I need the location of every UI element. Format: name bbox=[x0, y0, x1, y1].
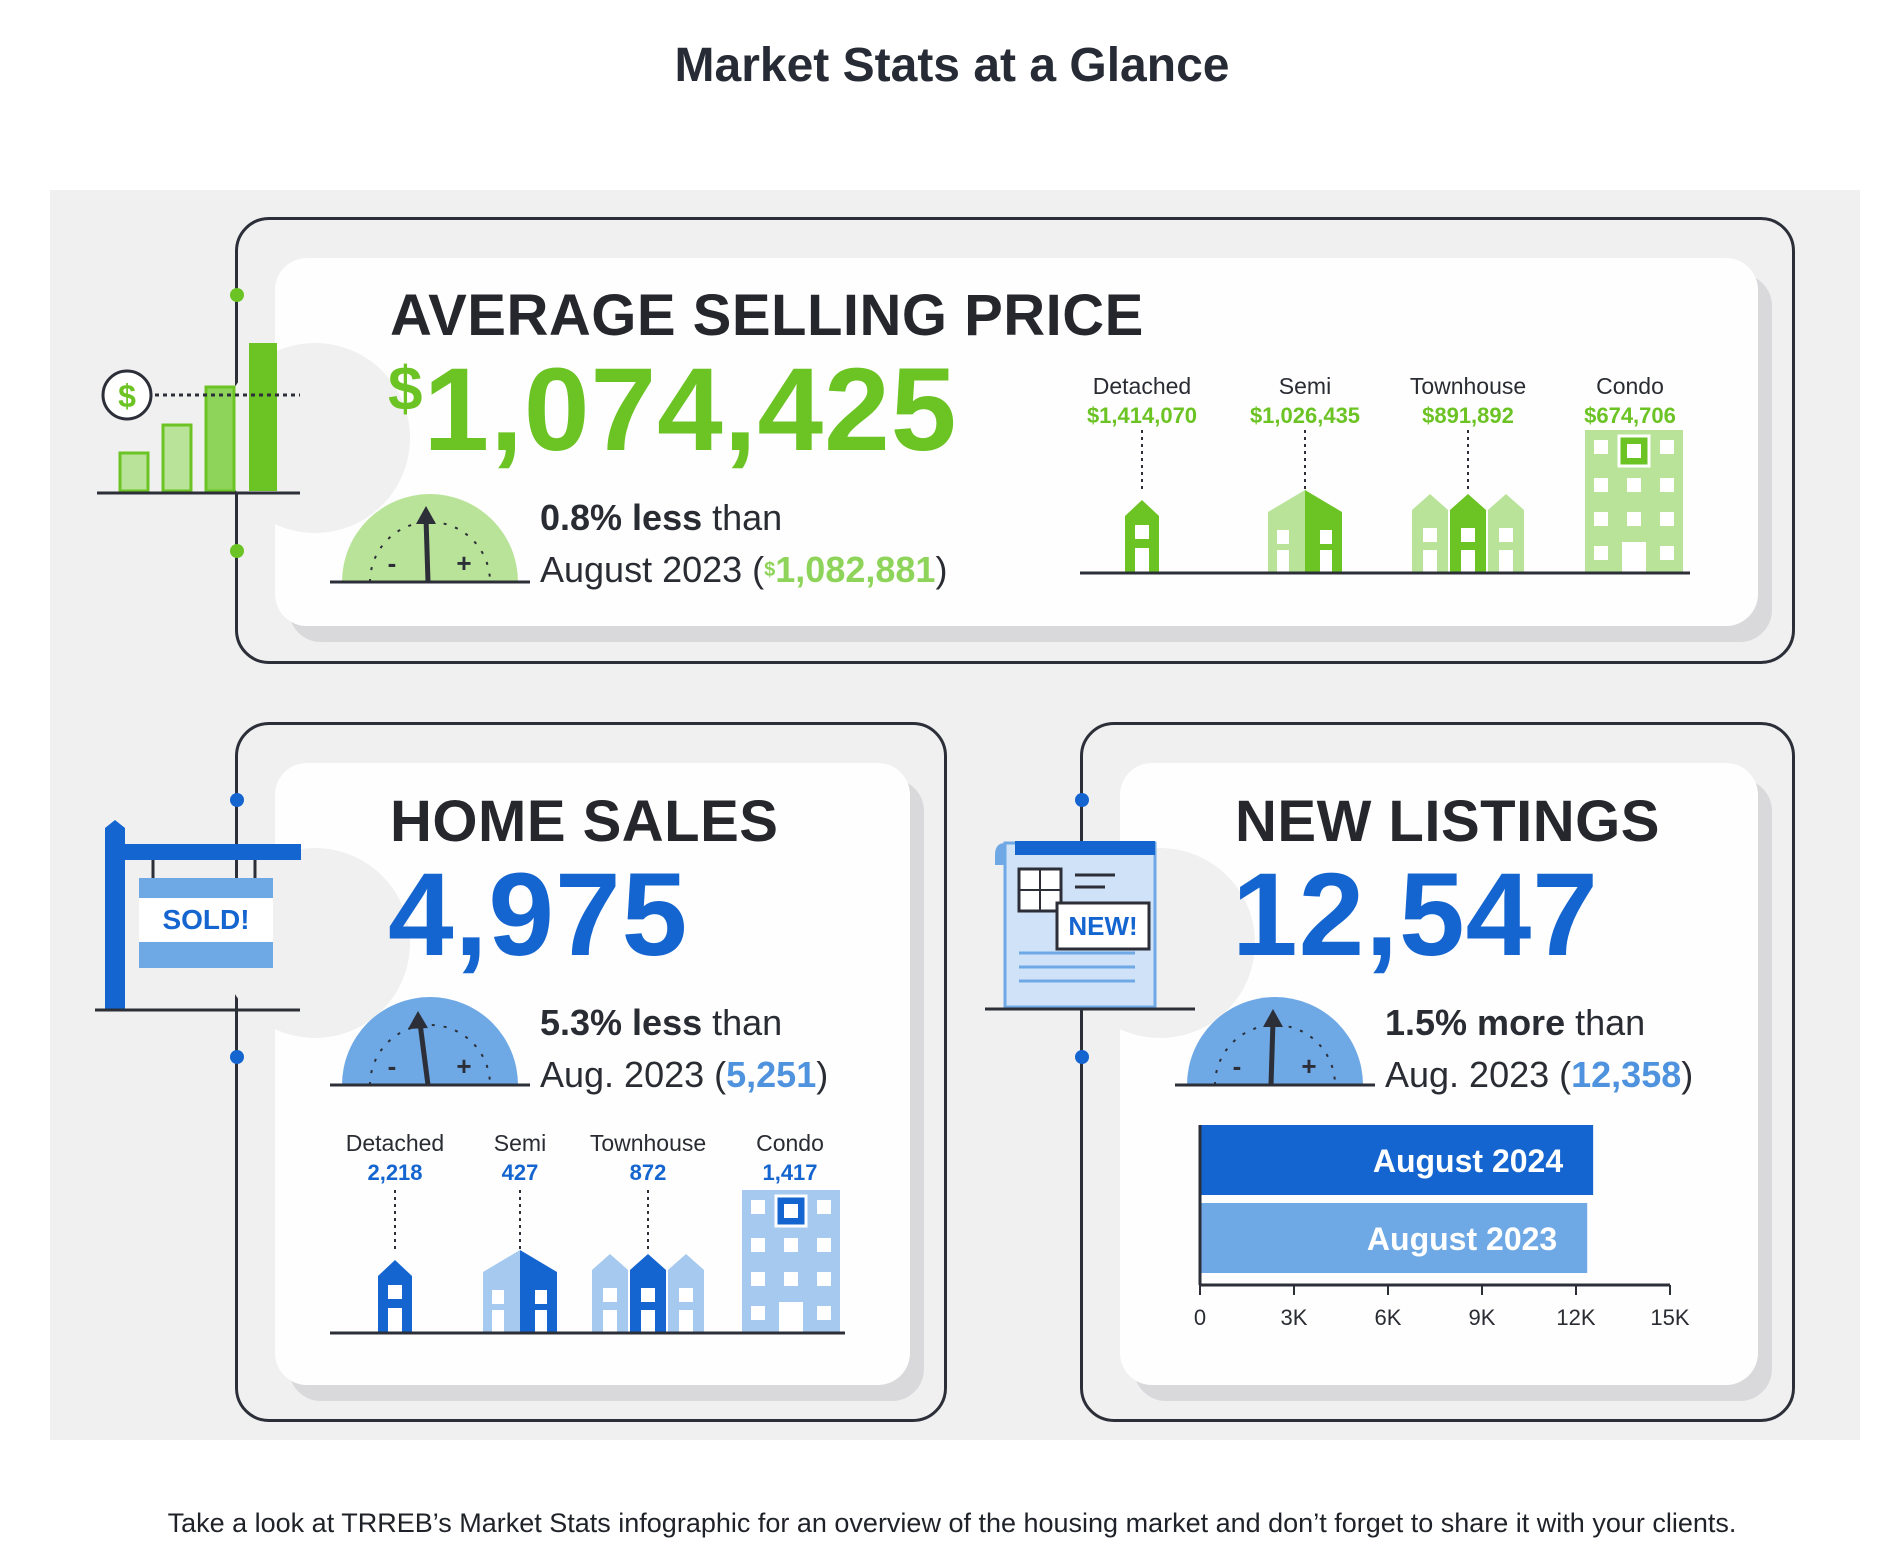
listings-change-pct: 1.5% more bbox=[1385, 1002, 1566, 1043]
semi-house-icon bbox=[1268, 490, 1342, 572]
sales-frame-dot-top bbox=[230, 793, 244, 807]
listings-prev-close: ) bbox=[1681, 1054, 1694, 1095]
svg-text:$: $ bbox=[118, 378, 136, 414]
price-gauge-icon: - + bbox=[330, 494, 530, 584]
listings-value: 12,547 bbox=[1232, 849, 1599, 981]
sales-type-label-townhouse: Townhouse bbox=[589, 1130, 707, 1156]
sold-sign-icon: SOLD! bbox=[95, 820, 301, 1012]
price-type-label-condo: Condo bbox=[1596, 373, 1664, 399]
price-prev-currency: $ bbox=[764, 559, 776, 581]
sales-detached-house-icon bbox=[378, 1260, 412, 1332]
price-type-label-semi: Semi bbox=[1278, 373, 1332, 399]
price-change-word: than bbox=[712, 497, 783, 538]
sales-type-label-condo: Condo bbox=[756, 1130, 824, 1156]
price-type-value-semi: $1,026,435 bbox=[1249, 403, 1361, 428]
sales-type-value-detached: 2,218 bbox=[367, 1160, 423, 1185]
chart-x-tick-label-4: 12K bbox=[1556, 1305, 1595, 1330]
sales-value: 4,975 bbox=[388, 849, 689, 981]
sales-type-label-semi: Semi bbox=[493, 1130, 547, 1156]
footer-text: Take a look at TRREB’s Market Stats info… bbox=[167, 1508, 1737, 1538]
listings-gauge-icon: - + bbox=[1175, 997, 1375, 1087]
new-listing-document-icon: NEW! bbox=[985, 841, 1195, 1011]
new-badge-text: NEW! bbox=[1068, 911, 1137, 941]
dollar-bar-chart-icon: $ bbox=[97, 343, 300, 495]
sales-frame-dot-bottom bbox=[230, 1050, 244, 1064]
listings-frame-dot-top bbox=[1075, 793, 1089, 807]
chart-bar-label-0: August 2024 bbox=[1373, 1143, 1563, 1179]
sales-type-value-condo: 1,417 bbox=[762, 1160, 818, 1185]
price-home-types-illustration bbox=[1080, 430, 1690, 575]
price-type-value-condo: $674,706 bbox=[1584, 403, 1676, 428]
svg-text:-: - bbox=[388, 1051, 397, 1081]
sales-home-types-illustration bbox=[330, 1190, 845, 1335]
sales-condo-building-icon bbox=[742, 1190, 840, 1332]
listings-change-word: than bbox=[1575, 1002, 1646, 1043]
sales-prev-close: ) bbox=[816, 1054, 829, 1095]
listings-comparison: 1.5% more than Aug. 2023 (12,358) bbox=[1385, 997, 1693, 1101]
price-type-label-townhouse: Townhouse bbox=[1409, 373, 1527, 399]
price-frame-dot-bottom bbox=[230, 544, 244, 558]
sales-semi-house-icon bbox=[483, 1250, 557, 1332]
sales-heading: HOME SALES bbox=[390, 789, 779, 854]
price-heading: AVERAGE SELLING PRICE bbox=[390, 283, 1144, 348]
price-value: $1,074,425 bbox=[388, 345, 957, 475]
price-gauge-plus: + bbox=[456, 548, 471, 578]
listings-frame bbox=[1080, 722, 1795, 1422]
infographic: $ AVERAGE SELLING PRICE $1,074,425 - + 0… bbox=[50, 190, 1860, 1440]
listings-prev-label: Aug. 2023 ( bbox=[1385, 1054, 1572, 1095]
sales-comparison: 5.3% less than Aug. 2023 (5,251) bbox=[540, 997, 828, 1101]
sold-sign-text: SOLD! bbox=[162, 904, 249, 935]
price-currency: $ bbox=[388, 355, 424, 424]
sales-gauge-icon: - + bbox=[330, 997, 530, 1087]
price-gauge-minus: - bbox=[388, 548, 397, 578]
svg-text:+: + bbox=[456, 1051, 471, 1081]
price-change-pct: 0.8% less bbox=[540, 497, 703, 538]
price-prev-value: 1,082,881 bbox=[775, 549, 936, 590]
svg-text:-: - bbox=[1233, 1051, 1242, 1081]
sales-townhouse-icon bbox=[592, 1254, 704, 1332]
listings-frame-dot-bottom bbox=[1075, 1050, 1089, 1064]
listings-bar-chart: August 2024 August 2023 0 3K 6K 9K 12K 15K bbox=[1194, 1125, 1690, 1330]
townhouse-icon bbox=[1412, 494, 1524, 572]
svg-text:+: + bbox=[1301, 1051, 1316, 1081]
price-prev-close: ) bbox=[935, 549, 948, 590]
chart-x-tick-label-0: 0 bbox=[1194, 1305, 1206, 1330]
condo-building-icon bbox=[1585, 430, 1683, 572]
price-type-value-townhouse: $891,892 bbox=[1422, 403, 1514, 428]
sales-type-value-townhouse: 872 bbox=[629, 1160, 667, 1185]
chart-bar-0 bbox=[1200, 1125, 1594, 1195]
detached-house-icon bbox=[1125, 500, 1159, 572]
chart-bar-1 bbox=[1200, 1203, 1588, 1273]
chart-x-tick-label-5: 15K bbox=[1650, 1305, 1689, 1330]
sales-change-word: than bbox=[712, 1002, 783, 1043]
chart-bar-label-1: August 2023 bbox=[1367, 1221, 1557, 1257]
chart-x-tick-label-1: 3K bbox=[1281, 1305, 1308, 1330]
chart-x-tick-label-3: 9K bbox=[1469, 1305, 1496, 1330]
price-comparison: 0.8% less than August 2023 ($1,082,881) bbox=[540, 492, 947, 596]
price-type-value-detached: $1,414,070 bbox=[1086, 403, 1198, 428]
listings-heading: NEW LISTINGS bbox=[1235, 789, 1660, 854]
sales-type-label-detached: Detached bbox=[345, 1130, 445, 1156]
sales-type-value-semi: 427 bbox=[501, 1160, 539, 1185]
chart-x-tick-label-2: 6K bbox=[1375, 1305, 1402, 1330]
price-number: 1,074,425 bbox=[423, 344, 958, 476]
sales-frame bbox=[235, 722, 947, 1422]
price-type-label-detached: Detached bbox=[1092, 373, 1192, 399]
listings-prev-value: 12,358 bbox=[1571, 1054, 1682, 1095]
price-prev-label: August 2023 ( bbox=[540, 549, 765, 590]
page-title: Market Stats at a Glance bbox=[674, 39, 1230, 92]
price-frame-dot-top bbox=[230, 288, 244, 302]
sales-prev-label: Aug. 2023 ( bbox=[540, 1054, 727, 1095]
sales-prev-value: 5,251 bbox=[726, 1054, 817, 1095]
sales-change-pct: 5.3% less bbox=[540, 1002, 703, 1043]
